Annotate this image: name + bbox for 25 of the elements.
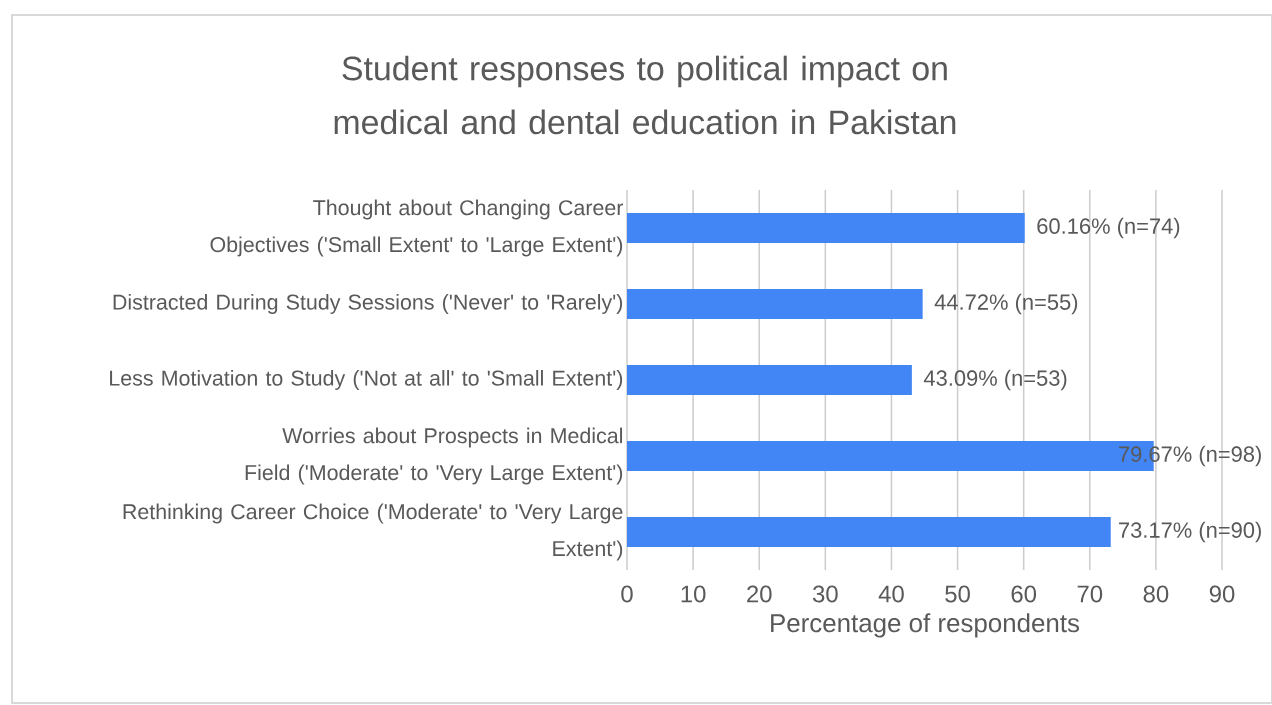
x-axis-title: Percentage of respondents — [771, 613, 1080, 638]
y-tick-label: Worries about Prospects in Medical Field ('Moderate' to 'Very Large Extent') — [245, 427, 623, 485]
data-label: 60.16% (n=74) — [1037, 217, 1180, 239]
y-tick-label: Less Motivation to Study ('Not at all' to 'Small Extent') — [110, 370, 623, 390]
x-tick-label: 70 — [1077, 585, 1103, 603]
x-tick-label: 80 — [1143, 585, 1169, 603]
x-tick-label: 0 — [621, 585, 633, 603]
bar — [627, 516, 1111, 547]
data-label: 43.09% (n=53) — [923, 369, 1067, 391]
bar — [627, 212, 1025, 243]
x-tick-label: 10 — [681, 585, 706, 603]
bar — [627, 364, 912, 395]
data-label: 73.17% (n=90) — [1119, 521, 1261, 543]
x-tick-label: 50 — [945, 585, 970, 603]
y-tick-label: Rethinking Career Choice ('Moderate' to 'Very Large Extent') — [123, 503, 623, 561]
x-tick-label: 20 — [747, 585, 772, 603]
x-tick-label: 40 — [878, 585, 904, 603]
data-label: 44.72% (n=55) — [934, 293, 1078, 315]
x-tick-label: 30 — [812, 585, 838, 603]
chart-title: Student responses to political impact on medical and dental education in Pakistan — [334, 55, 956, 135]
bar — [627, 288, 923, 319]
y-tick-label: Distracted During Study Sessions ('Never' to 'Rarely') — [113, 294, 623, 314]
x-tick-label: 90 — [1209, 585, 1235, 603]
x-tick-label: 60 — [1011, 585, 1037, 603]
y-tick-label: Thought about Changing Career Objectives ('Small Extent' to 'Large Extent') — [210, 199, 624, 257]
